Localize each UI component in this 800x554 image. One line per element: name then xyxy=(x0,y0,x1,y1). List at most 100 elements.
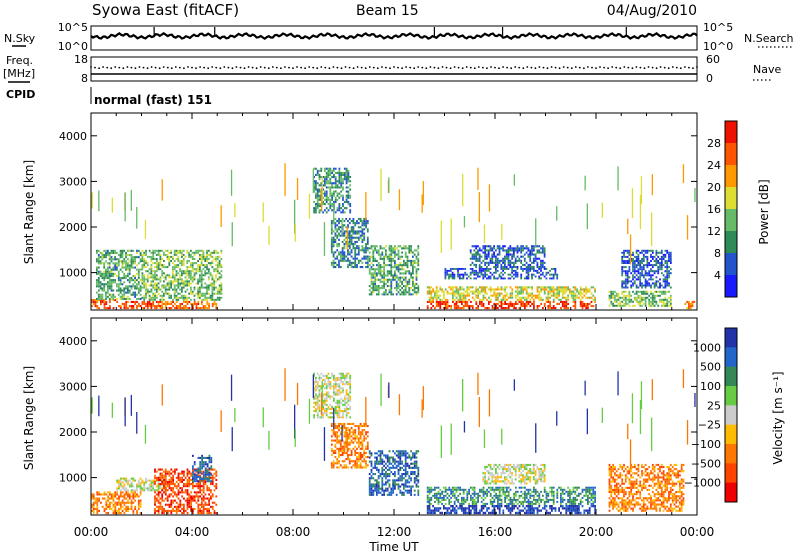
power-cell xyxy=(370,266,373,269)
power-cell xyxy=(430,300,433,303)
power-cell xyxy=(628,296,631,299)
power-cell xyxy=(343,255,346,258)
velocity-cell xyxy=(186,493,189,496)
power-cell xyxy=(329,194,332,197)
velocity-cell xyxy=(127,493,129,496)
power-cell xyxy=(516,247,519,250)
power-cell xyxy=(376,272,378,275)
power-cell xyxy=(207,249,210,252)
power-cell xyxy=(134,256,136,259)
power-cell xyxy=(639,278,642,281)
power-cell xyxy=(452,292,454,295)
velocity-cell xyxy=(202,483,205,486)
power-cell xyxy=(660,272,663,275)
power-cell xyxy=(478,269,481,272)
power-cell xyxy=(520,259,523,262)
power-cell xyxy=(527,269,530,272)
nave-dot xyxy=(441,66,444,68)
power-cell xyxy=(464,268,467,270)
power-cell xyxy=(377,272,380,275)
velocity-cell xyxy=(155,509,158,512)
power-cell xyxy=(342,171,344,174)
velocity-cell xyxy=(127,479,129,482)
power-cell xyxy=(94,301,97,304)
power-streak xyxy=(262,202,264,223)
power-cell xyxy=(639,290,642,293)
power-cell xyxy=(542,288,544,291)
power-cell xyxy=(471,257,474,260)
power-cell xyxy=(155,294,158,297)
power-cell xyxy=(533,305,535,308)
power-cell xyxy=(415,262,418,265)
power-cell xyxy=(148,302,151,305)
velocity-cell xyxy=(192,467,194,470)
power-cell xyxy=(377,253,380,256)
velocity-cell xyxy=(183,483,185,486)
power-cell xyxy=(386,270,389,273)
power-cell xyxy=(150,305,153,308)
power-cell xyxy=(489,245,492,248)
velocity-cell xyxy=(123,507,126,510)
power-cell xyxy=(201,307,203,310)
nave-dot xyxy=(639,66,642,69)
velocity-cell xyxy=(215,485,218,488)
power-cell xyxy=(166,266,169,269)
power-cell xyxy=(197,294,199,297)
velocity-cell xyxy=(150,481,153,484)
velocity-cell xyxy=(175,505,178,508)
velocity-cell xyxy=(204,483,207,486)
power-cell xyxy=(500,300,503,303)
power-cell xyxy=(128,254,131,257)
velocity-cell xyxy=(208,501,210,504)
power-cell xyxy=(404,285,407,288)
power-cell xyxy=(486,255,488,258)
power-cell xyxy=(182,286,185,289)
power-cell xyxy=(541,245,544,248)
power-cell xyxy=(190,249,192,252)
power-cell xyxy=(141,272,144,275)
power-cell xyxy=(342,205,344,208)
power-cell xyxy=(368,285,371,288)
power-cell xyxy=(146,262,149,265)
power-cell xyxy=(184,294,187,297)
power-cell xyxy=(200,260,203,262)
velocity-cell xyxy=(157,507,160,510)
velocity-cell xyxy=(188,470,191,473)
power-cell xyxy=(477,294,479,297)
power-cell xyxy=(110,272,113,275)
velocity-cell xyxy=(197,480,200,483)
power-cell xyxy=(218,296,221,299)
velocity-cell xyxy=(318,405,321,408)
velocity-cell xyxy=(316,399,319,402)
power-cell xyxy=(145,286,147,289)
power-cell xyxy=(495,263,497,266)
power-cell xyxy=(352,226,355,229)
power-cell xyxy=(587,290,589,293)
velocity-cell xyxy=(134,489,137,492)
power-cell xyxy=(650,278,652,281)
velocity-cell xyxy=(199,495,201,498)
power-cell xyxy=(361,222,364,225)
power-cell xyxy=(123,249,126,252)
freq-tick-bottom: 8 xyxy=(81,72,88,85)
power-cell xyxy=(112,307,115,310)
power-cell xyxy=(623,302,625,305)
power-cell xyxy=(356,245,358,248)
power-cell xyxy=(543,249,546,252)
power-cell xyxy=(123,305,126,308)
power-cell xyxy=(383,264,385,267)
power-cell xyxy=(426,292,429,295)
power-cell xyxy=(377,266,380,269)
velocity-cell xyxy=(145,479,147,482)
power-cell xyxy=(107,270,109,273)
power-cell xyxy=(547,290,550,293)
power-cell xyxy=(163,284,165,287)
velocity-cell xyxy=(177,489,180,492)
power-cell xyxy=(522,249,524,252)
power-cell xyxy=(370,255,373,258)
power-cell xyxy=(366,243,369,246)
velocity-cell xyxy=(112,512,115,515)
power-cell xyxy=(136,297,138,300)
power-cell xyxy=(522,302,524,305)
power-cell xyxy=(655,302,658,305)
